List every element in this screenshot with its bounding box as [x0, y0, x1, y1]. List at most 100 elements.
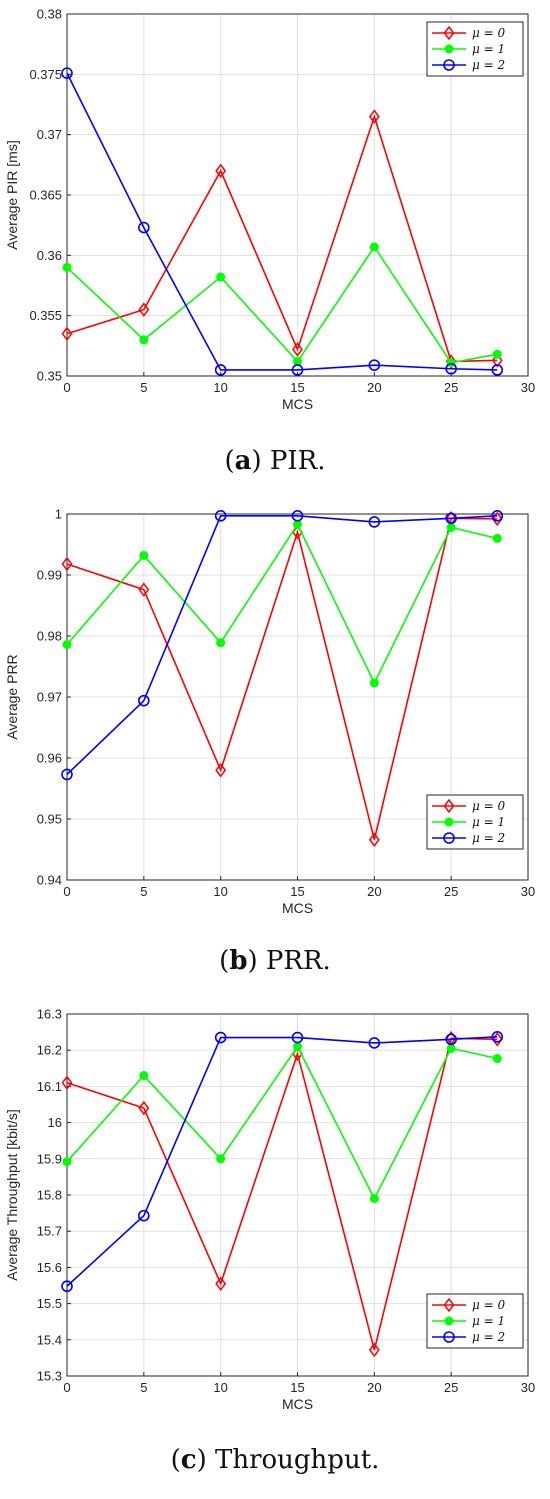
chart-panel-throughput: 0 5 10 15 20 25 30 15.3 15.4 15.5 15.6 15.7 15.8 15.9… [0, 1000, 550, 1499]
legend-entry: μ = 2 [472, 831, 505, 845]
legend-entry: μ = 1 [472, 1314, 505, 1328]
y-tick-label: 0.97 [37, 690, 62, 705]
legend-marker [443, 59, 455, 71]
y-tick-label: 15.3 [37, 1369, 62, 1384]
y-tick-label: 15.9 [37, 1151, 62, 1166]
data-point [445, 362, 457, 375]
y-tick-label: 0.96 [37, 751, 62, 766]
legend-marker [443, 798, 455, 814]
data-point [61, 326, 73, 342]
series-line [66, 522, 498, 685]
data-point [215, 1276, 227, 1291]
legend-marker [444, 817, 454, 827]
series-mu2 [61, 1031, 504, 1293]
x-tick-label: 10 [213, 1380, 227, 1395]
x-tick-label: 10 [213, 884, 227, 899]
data-point [446, 1043, 456, 1053]
y-tick-label: 15.5 [37, 1296, 62, 1311]
y-tick-label: 15.7 [37, 1224, 62, 1239]
data-point [368, 359, 381, 371]
data-point [138, 694, 150, 707]
data-point [291, 510, 304, 522]
chart-pir: 0 5 10 15 20 25 30 0.35 0.355 0.36 0.365 0.37 0.375 0… [4, 7, 535, 413]
x-tick-label: 30 [521, 1380, 535, 1395]
caption-text: ) PIR. [251, 446, 326, 476]
y-tick-label: 15.6 [37, 1260, 62, 1275]
data-point [139, 335, 149, 345]
x-tick-label: 30 [521, 884, 535, 899]
legend: μ = 0 μ = 1 μ = 2 [426, 21, 524, 77]
y-tick-label: 15.8 [37, 1188, 62, 1203]
data-point [61, 556, 73, 572]
caption-text: ) Throughput. [196, 1445, 380, 1475]
legend-marker [443, 1331, 455, 1343]
data-point [138, 582, 150, 597]
x-tick-label: 20 [367, 380, 381, 395]
y-tick-label: 0.94 [37, 873, 62, 888]
y-tick-label: 1 [55, 507, 62, 522]
y-tick-label: 16.2 [37, 1043, 62, 1058]
data-point [369, 1194, 379, 1204]
caption-letter: b [229, 946, 248, 976]
data-point [491, 364, 504, 376]
series-mu1 [62, 1042, 502, 1204]
x-tick-label: 15 [290, 1380, 304, 1395]
x-tick-label: 0 [63, 380, 70, 395]
y-axis-label: Average Throughput [kbit/s] [4, 1109, 20, 1280]
x-axis-label: MCS [282, 396, 313, 412]
legend-entry: μ = 0 [472, 799, 505, 813]
ticks: 0 5 10 15 20 25 30 15.3 15.4 15.5 15.6 15.7 15.8 15.9… [37, 1007, 536, 1396]
data-point [215, 762, 227, 778]
series-mu1 [62, 519, 502, 688]
caption-throughput: (c) Throughput. [170, 1445, 380, 1475]
legend-box [426, 1293, 524, 1349]
y-tick-label: 0.35 [37, 369, 62, 384]
y-tick-label: 16.3 [37, 1007, 62, 1022]
y-tick-label: 0.355 [29, 308, 62, 323]
data-point [216, 272, 226, 282]
y-tick-label: 0.37 [37, 127, 62, 142]
data-point [368, 516, 381, 528]
data-point [138, 302, 150, 317]
x-tick-label: 20 [367, 884, 381, 899]
data-point [291, 1031, 304, 1044]
data-point [491, 353, 503, 368]
y-axis-label: Average PRR [4, 654, 20, 739]
x-tick-label: 10 [213, 380, 227, 395]
data-point [293, 1042, 302, 1052]
data-point [369, 678, 379, 688]
ticks: 0 5 10 15 20 25 30 0.94 0.95 0.96 0.97 0.98 0.99 1 [37, 507, 536, 900]
data-point [291, 364, 304, 376]
series-mu0 [61, 109, 503, 369]
data-point [491, 510, 504, 522]
data-point [492, 533, 502, 543]
legend-marker [443, 832, 455, 844]
data-point [138, 1100, 150, 1116]
y-tick-label: 15.4 [37, 1332, 62, 1347]
data-point [61, 1075, 73, 1091]
caption-prr: (b) PRR. [219, 946, 331, 976]
data-point [445, 512, 457, 525]
x-tick-label: 15 [290, 380, 304, 395]
data-point [492, 1054, 502, 1064]
data-point [216, 638, 226, 648]
data-point [62, 640, 72, 650]
legend: μ = 0 μ = 1 μ = 2 [426, 794, 524, 850]
series-line [66, 113, 498, 363]
legend-entry: μ = 0 [472, 1298, 505, 1312]
x-tick-label: 15 [290, 884, 304, 899]
y-tick-label: 16 [48, 1115, 62, 1130]
data-point [368, 832, 380, 847]
data-point [492, 349, 502, 359]
x-tick-label: 20 [367, 1380, 381, 1395]
x-axis-label: MCS [282, 900, 313, 916]
caption-letter: a [234, 446, 252, 476]
data-point [214, 510, 227, 522]
legend-marker [443, 25, 455, 41]
x-tick-label: 0 [63, 884, 70, 899]
data-point [368, 1342, 380, 1358]
x-tick-label: 0 [63, 1380, 70, 1395]
chart-prr: 0 5 10 15 20 25 30 0.94 0.95 0.96 0.97 0.98 0.99 1 MCS… [4, 507, 536, 917]
y-tick-label: 0.365 [29, 188, 62, 203]
legend-marker [444, 44, 454, 54]
